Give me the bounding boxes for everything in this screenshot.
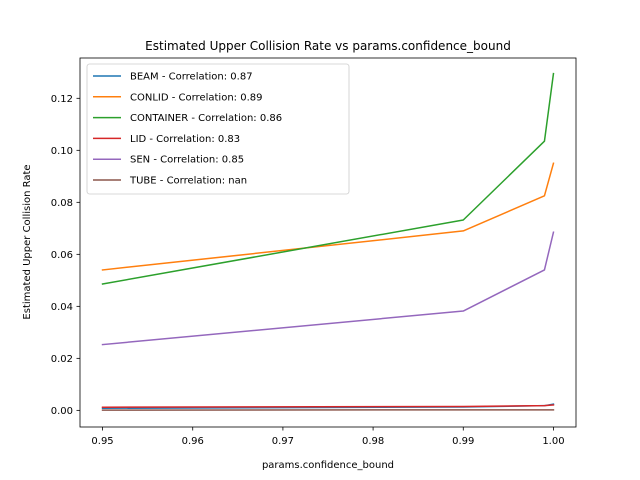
x-tick-label: 0.95: [91, 436, 113, 447]
y-tick-label: 0.06: [51, 250, 73, 261]
series-line-1: [101, 162, 555, 271]
legend-label: LID - Correlation: 0.83: [130, 134, 240, 145]
x-tick-label: 0.96: [182, 436, 204, 447]
chart-title: Estimated Upper Collision Rate vs params…: [145, 39, 511, 53]
plot-lines: [101, 72, 555, 411]
y-axis-label: Estimated Upper Collision Rate: [22, 164, 33, 319]
legend-label: CONTAINER - Correlation: 0.86: [130, 113, 282, 124]
series-line-3: [101, 404, 555, 408]
x-tick-label: 0.99: [452, 436, 474, 447]
y-tick-label: 0.04: [51, 302, 73, 313]
y-tick-label: 0.10: [51, 146, 73, 157]
x-tick-label: 1.00: [542, 436, 564, 447]
x-tick-label: 0.98: [362, 436, 384, 447]
x-tick-label: 0.97: [272, 436, 294, 447]
y-tick-label: 0.00: [51, 406, 73, 417]
legend-label: BEAM - Correlation: 0.87: [130, 72, 253, 83]
legend-label: SEN - Correlation: 0.85: [130, 155, 244, 166]
y-tick-label: 0.12: [51, 94, 73, 105]
legend-box: [86, 63, 350, 195]
series-line-2: [101, 72, 555, 285]
x-axis: 0.95 0.96 0.97 0.98 0.99 1.00: [91, 427, 565, 447]
y-axis: 0.00 0.02 0.04 0.06 0.08 0.10 0.12: [51, 94, 80, 417]
series-line-4: [101, 231, 555, 346]
y-tick-label: 0.08: [51, 198, 73, 209]
legend-label: CONLID - Correlation: 0.89: [130, 92, 262, 103]
legend: BEAM - Correlation: 0.87 CONLID - Correla…: [86, 63, 350, 195]
x-axis-label: params.confidence_bound: [262, 460, 394, 471]
y-tick-label: 0.02: [51, 354, 73, 365]
legend-label: TUBE - Correlation: nan: [129, 176, 247, 187]
plot-frame: [79, 57, 577, 428]
